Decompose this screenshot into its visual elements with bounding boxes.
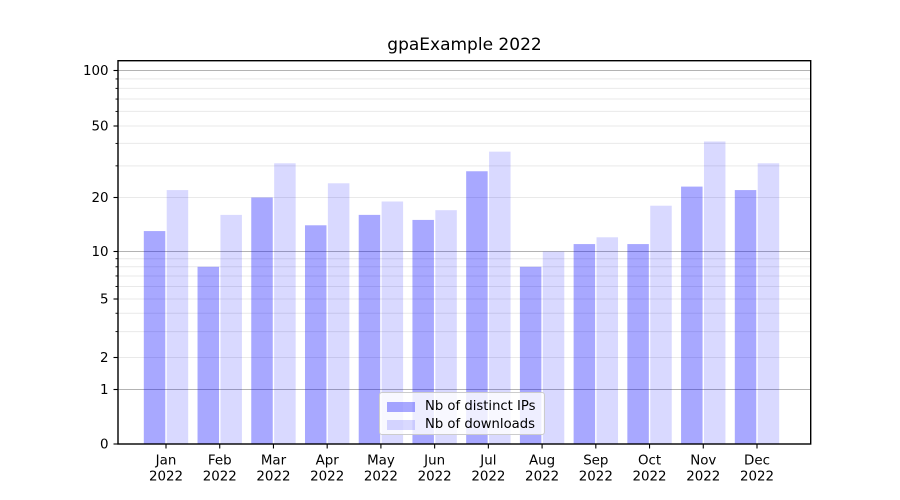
x-tick-label-month: Feb — [208, 454, 232, 469]
x-tick-label-month: Jul — [479, 454, 496, 469]
x-tick-label-month: Nov — [690, 454, 716, 469]
legend-entry-downloads: Nb of downloads — [380, 417, 544, 433]
bar-apr-downloads — [327, 183, 350, 445]
bar-mar-downloads — [274, 163, 296, 444]
x-tick-label-month: Dec — [744, 454, 770, 469]
y-tick-label: 1 — [100, 383, 109, 398]
x-tick-label-year: 2022 — [310, 470, 344, 485]
x-tick-label-year: 2022 — [149, 470, 183, 485]
bar-dec-distinct-ips — [734, 190, 757, 444]
x-tick-label-year: 2022 — [256, 470, 290, 485]
legend-swatch-distinct-ips — [387, 401, 415, 413]
chart-title: gpaExample 2022 — [387, 35, 542, 55]
bar-jul-distinct-ips — [466, 171, 488, 445]
bar-apr-distinct-ips — [304, 225, 327, 444]
y-tick-label: 5 — [100, 293, 109, 308]
bar-jun-distinct-ips — [412, 219, 434, 444]
y-tick-label: 2 — [100, 351, 109, 366]
bar-jan-distinct-ips — [143, 231, 166, 444]
x-tick-label-month: May — [367, 454, 395, 469]
bar-jun-downloads — [435, 210, 457, 444]
x-tick-label-year: 2022 — [471, 470, 505, 485]
legend: Nb of distinct IPs Nb of downloads — [379, 392, 545, 435]
legend-label-distinct-ips: Nb of distinct IPs — [425, 399, 536, 414]
bar-aug-downloads — [542, 251, 565, 444]
bar-may-downloads — [381, 201, 404, 444]
x-tick-label-year: 2022 — [203, 470, 237, 485]
x-tick-label-year: 2022 — [418, 470, 452, 485]
bar-mar-distinct-ips — [251, 197, 273, 444]
x-tick-label-year: 2022 — [525, 470, 559, 485]
bar-oct-downloads — [650, 205, 672, 444]
bar-feb-distinct-ips — [197, 266, 220, 444]
x-tick-label-month: Jun — [423, 454, 445, 469]
x-tick-label-year: 2022 — [740, 470, 774, 485]
y-tick-label: 20 — [91, 191, 108, 206]
x-tick-label-month: Jan — [155, 454, 177, 469]
y-tick-label: 50 — [91, 120, 108, 135]
x-tick-label-year: 2022 — [579, 470, 613, 485]
x-tick-label-year: 2022 — [633, 470, 667, 485]
plot-border — [117, 60, 812, 445]
x-tick-label-month: Mar — [261, 454, 287, 469]
y-tick-label: 100 — [83, 64, 109, 79]
x-tick-label-month: Apr — [316, 454, 340, 469]
x-tick-label-year: 2022 — [364, 470, 398, 485]
bar-jan-downloads — [166, 190, 189, 444]
bar-nov-distinct-ips — [681, 186, 703, 444]
bar-feb-downloads — [220, 214, 242, 444]
bar-nov-downloads — [703, 141, 726, 444]
x-tick-label-month: Oct — [638, 454, 661, 469]
bar-oct-distinct-ips — [627, 244, 649, 444]
y-tick-label: 0 — [100, 438, 109, 453]
legend-label-downloads: Nb of downloads — [425, 417, 535, 432]
bar-sep-downloads — [596, 237, 619, 444]
legend-entry-distinct-ips: Nb of distinct IPs — [380, 399, 544, 415]
bar-may-distinct-ips — [358, 214, 381, 444]
bar-sep-distinct-ips — [573, 244, 596, 444]
y-tick-label: 10 — [91, 245, 108, 260]
bar-dec-downloads — [757, 163, 780, 444]
x-tick-label-year: 2022 — [686, 470, 720, 485]
bar-jul-downloads — [489, 151, 511, 444]
x-tick-label-month: Sep — [583, 454, 608, 469]
legend-swatch-downloads — [387, 419, 415, 431]
x-tick-label-month: Aug — [529, 454, 555, 469]
